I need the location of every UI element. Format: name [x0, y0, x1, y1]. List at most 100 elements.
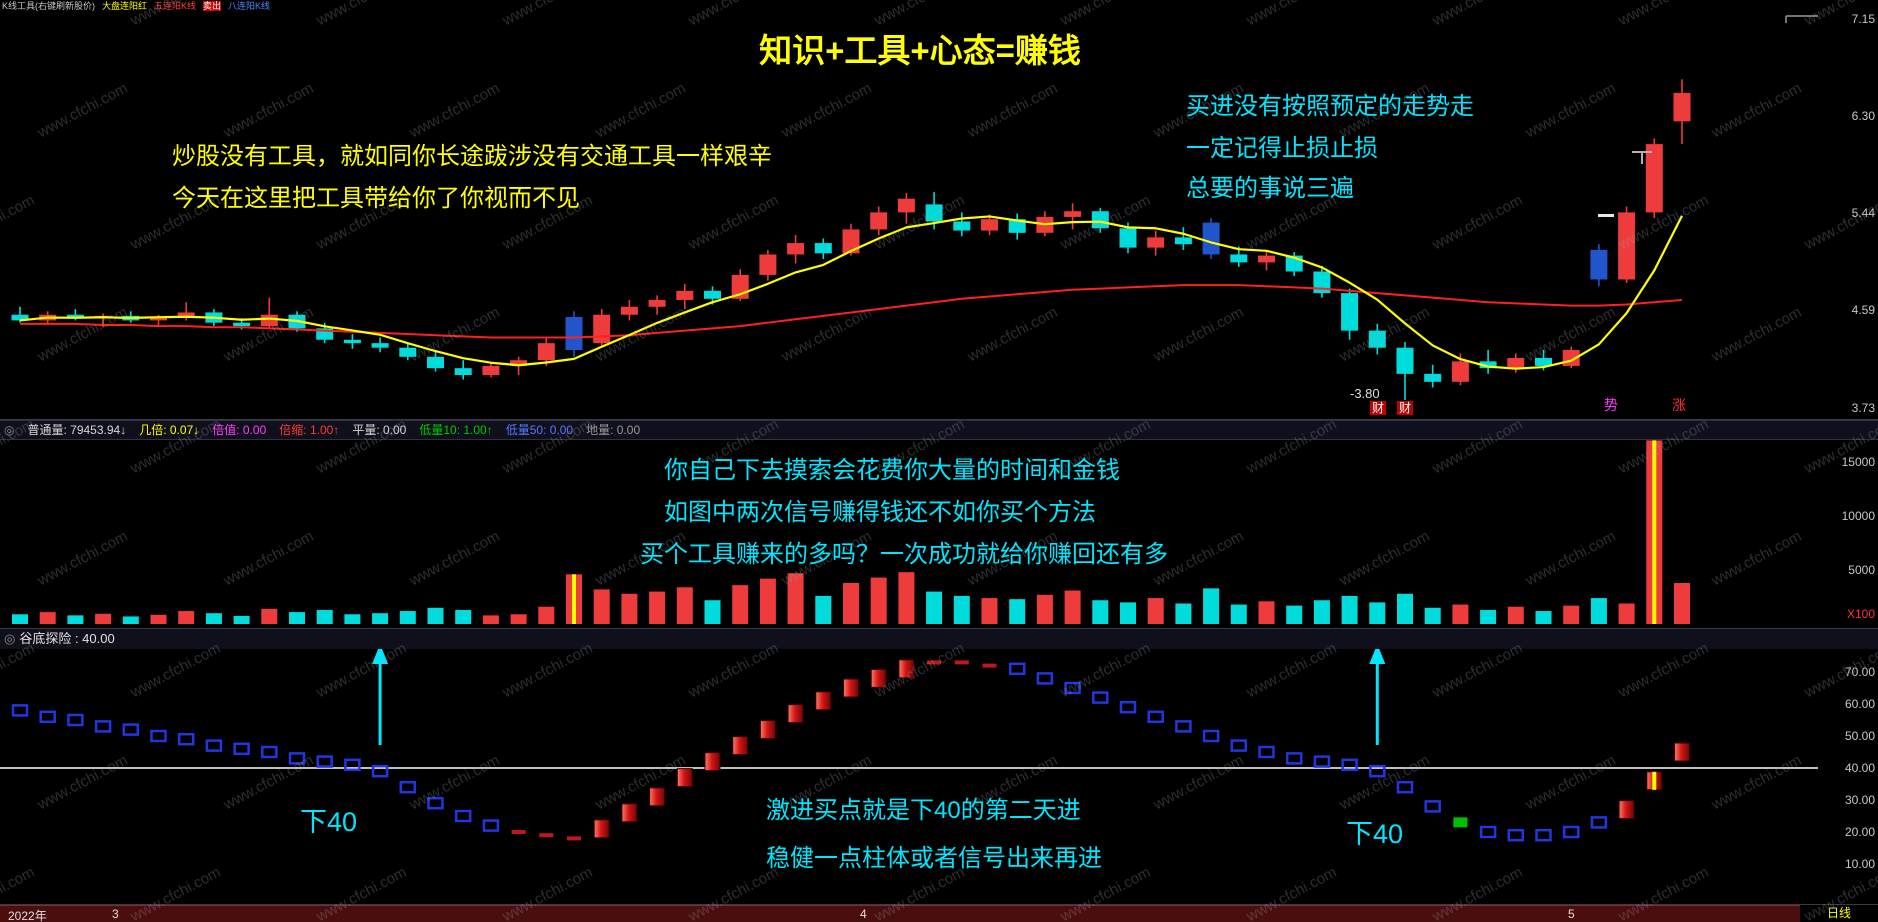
candle-body — [1119, 228, 1137, 248]
indicator-red-candle — [676, 768, 693, 788]
volume-note-line1: 你自己下去摸索会花费你大量的时间和金钱 — [664, 457, 1120, 484]
volume-bar — [898, 572, 915, 624]
indicator-square — [1590, 816, 1608, 829]
indicator-dash — [982, 663, 997, 668]
indicator-dash — [539, 833, 554, 838]
indicator-dash — [954, 660, 969, 665]
candle-body — [1202, 222, 1220, 255]
volume-bar — [1535, 611, 1552, 624]
volume-unit-label: X100 — [1846, 607, 1875, 621]
volume-bar — [178, 611, 195, 624]
volume-signal-stripe — [1652, 440, 1657, 624]
candle-body — [177, 312, 195, 317]
indicator-red-candle — [704, 752, 721, 772]
candle-body — [1174, 237, 1192, 245]
time-axis: 2022年 3 4 5 — [0, 905, 1878, 922]
volume-bar — [399, 611, 416, 624]
volume-bar — [1590, 598, 1607, 624]
candle-body — [1673, 92, 1691, 122]
volume-bar — [482, 615, 499, 624]
volume-bar — [676, 587, 693, 624]
price-axis-tick: 4.59 — [1851, 303, 1875, 318]
indicator-red-candle — [815, 691, 832, 711]
volume-header-field: 倍缩: 1.00↑ — [279, 423, 340, 437]
volume-bar — [1230, 604, 1247, 624]
below-40-label-right: 下40 — [1346, 819, 1404, 849]
volume-bar — [12, 614, 28, 624]
indicator-square — [39, 710, 56, 724]
buy-arrow-head — [1369, 644, 1386, 664]
volume-note-line2: 如图中两次信号赚得钱还不如你买个方法 — [664, 499, 1096, 526]
indicator-axis-tick: 50.00 — [1844, 729, 1875, 743]
indicator-square — [177, 732, 195, 746]
volume-bar — [150, 614, 167, 624]
volume-bar — [732, 585, 749, 624]
candle-body — [1341, 293, 1359, 331]
volume-bar — [621, 593, 638, 624]
volume-bar — [1369, 602, 1386, 624]
indicator-square — [482, 819, 500, 832]
indicator-square — [1147, 710, 1164, 724]
volume-bar — [926, 591, 943, 624]
panel-separator — [0, 628, 1878, 629]
candle-body — [66, 314, 84, 319]
indicator-axis-tick: 20.00 — [1844, 825, 1875, 839]
volume-bar — [510, 614, 527, 624]
candle-body — [343, 339, 361, 344]
indicator-square — [1092, 691, 1109, 704]
candle-body — [925, 204, 943, 222]
indicator-square — [454, 809, 472, 823]
stoploss-note-line3: 总要的事说三遍 — [1186, 175, 1354, 202]
titlebar-segment: 卖出 — [203, 1, 222, 11]
volume-header-field: 几倍: 0.07↓ — [139, 423, 200, 437]
candle-body — [1451, 361, 1469, 382]
candle-body — [704, 290, 721, 299]
candle-body — [454, 368, 472, 376]
volume-header-field: 低量10: 1.00↑ — [419, 423, 493, 437]
indicator-square — [427, 796, 444, 810]
candle-body — [11, 314, 29, 321]
indicator-square — [1175, 720, 1192, 733]
volume-header-field: 倍值: 0.00 — [212, 423, 267, 437]
candle-body — [1424, 373, 1442, 382]
buy-arrow-head — [372, 644, 389, 664]
indicator-axis-tick: 70.00 — [1844, 665, 1875, 679]
volume-bar — [759, 578, 776, 624]
indicator-circle-icon: ◎ — [4, 631, 16, 646]
volume-indicator-header[interactable]: ◎ 普通量: 79453.94↓ 几倍: 0.07↓ 倍值: 0.00 倍缩: 1.00… — [0, 420, 1878, 440]
signal-flag-cai-2: 财 — [1397, 401, 1414, 415]
indicator-square — [1285, 752, 1303, 765]
period-label[interactable]: 日线 — [1800, 905, 1878, 922]
titlebar-segment: 八连阳K线 — [228, 1, 271, 11]
indicator-square — [344, 758, 361, 772]
candle-body — [1645, 144, 1663, 213]
headline-text: 知识+工具+心态=赚钱 — [759, 32, 1081, 69]
panel-separator — [0, 419, 1878, 420]
indicator-green-square — [1453, 817, 1468, 828]
candle-body — [1590, 249, 1608, 280]
indicator-note-line1: 激进买点就是下40的第二天进 — [766, 797, 1081, 824]
volume-bar — [787, 573, 804, 624]
volume-axis-tick: 10000 — [1841, 509, 1875, 523]
volume-bar — [1064, 590, 1081, 624]
indicator-square — [1230, 739, 1248, 752]
indicator-square — [1313, 755, 1331, 768]
volume-bar — [122, 616, 139, 624]
volume-axis-tick: 5000 — [1848, 563, 1875, 577]
indicator-dash — [567, 836, 581, 841]
candle-body — [316, 328, 334, 340]
volume-bar — [815, 595, 832, 624]
indicator-square — [1424, 800, 1441, 813]
bottom-indicator-header[interactable]: ◎ 谷底探险 : 40.00 — [0, 629, 1878, 649]
volume-bar — [67, 615, 84, 624]
panel-separator — [0, 904, 1878, 905]
indicator-square — [1258, 745, 1275, 759]
signal-flag-cai-1: 财 — [1370, 401, 1387, 415]
indicator-square — [1202, 729, 1220, 743]
indicator-square — [399, 780, 417, 794]
indicator-square — [1341, 758, 1358, 772]
indicator-red-candle — [732, 736, 749, 756]
candle-body — [1147, 237, 1165, 248]
